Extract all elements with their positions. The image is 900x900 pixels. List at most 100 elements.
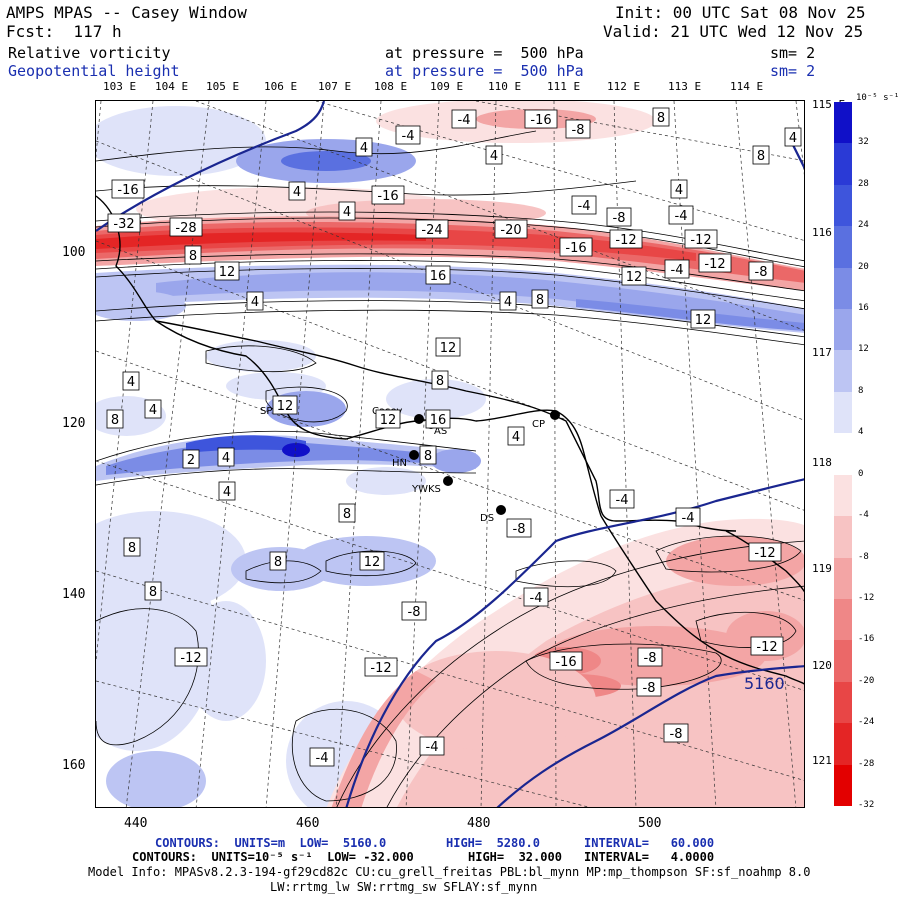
colorbar-swatch bbox=[834, 433, 852, 476]
colorbar-swatch bbox=[834, 350, 852, 393]
contour-label: -16 bbox=[555, 655, 576, 670]
y-tick-label: 100 bbox=[62, 245, 86, 260]
contour-label-box bbox=[338, 201, 356, 221]
contour-label-box bbox=[664, 259, 690, 279]
colorbar-label: -32 bbox=[858, 800, 875, 810]
contour-label: 4 bbox=[789, 131, 797, 146]
contour-label-box bbox=[415, 219, 449, 239]
field1-name: Relative vorticity bbox=[8, 44, 171, 62]
contour-label-box bbox=[401, 601, 427, 621]
colorbar-swatch bbox=[834, 681, 852, 724]
contour-label: -12 bbox=[180, 651, 201, 666]
colorbar-label: 12 bbox=[858, 344, 869, 355]
contour-label: 12 bbox=[440, 341, 457, 356]
colorbar-label: -24 bbox=[858, 717, 875, 728]
contour-label: 12 bbox=[626, 270, 643, 285]
footer-model-info-2: LW:rrtmg_lw SW:rrtmg_sw SFLAY:sf_mynn bbox=[270, 880, 538, 894]
contour-label-box bbox=[748, 261, 774, 281]
contour-label-box bbox=[652, 107, 670, 127]
colorbar-label: 20 bbox=[858, 261, 869, 272]
contour-label-box bbox=[359, 551, 385, 571]
contour-label: -12 bbox=[370, 661, 391, 676]
contour-label: 8 bbox=[436, 374, 444, 389]
contour-label: 8 bbox=[657, 111, 665, 126]
contour-label: 4 bbox=[222, 451, 230, 466]
footer-height-interval: INTERVAL= 60.000 bbox=[584, 836, 715, 850]
y-tick-label: 140 bbox=[62, 587, 86, 602]
contour-label: 12 bbox=[219, 265, 236, 280]
contour-label-box bbox=[637, 647, 663, 667]
x-tick-label: 480 bbox=[467, 816, 491, 831]
colorbar-swatch bbox=[834, 764, 852, 807]
station-label-cp: CP bbox=[532, 419, 545, 430]
colorbar-swatch bbox=[834, 516, 852, 559]
contour-label-box bbox=[609, 489, 635, 509]
contour-label-box bbox=[122, 371, 140, 391]
contour-label-box bbox=[571, 195, 597, 215]
colorbar-label: 32 bbox=[858, 137, 869, 148]
lon-label-top: 110 E bbox=[488, 80, 522, 93]
footer-model-info: Model Info: MPASv8.2.3-194-gf29cd82c CU:… bbox=[88, 865, 811, 879]
contour-label-box bbox=[523, 587, 549, 607]
contour-label-box bbox=[684, 229, 718, 249]
contour-label: 4 bbox=[512, 430, 520, 445]
footer-vort-interval: INTERVAL= 4.0000 bbox=[584, 850, 715, 864]
field2-level: at pressure = 500 hPa bbox=[385, 62, 584, 80]
contour-label-box bbox=[184, 245, 202, 265]
contour-label-box bbox=[364, 657, 398, 677]
contour-label: 12 bbox=[695, 313, 712, 328]
contour-label-box bbox=[272, 395, 298, 415]
contour-label: -28 bbox=[175, 221, 196, 236]
colorbar-swatch bbox=[834, 102, 852, 144]
lon-label-top: 112 E bbox=[607, 80, 641, 93]
colorbar-label: 0 bbox=[858, 468, 864, 479]
contour-label-box bbox=[494, 219, 528, 239]
lon-label-top: 104 E bbox=[155, 80, 189, 93]
colorbar-label: -12 bbox=[858, 592, 875, 603]
contour-label-box bbox=[784, 127, 802, 147]
contour-label-box bbox=[636, 677, 662, 697]
contour-label-box bbox=[371, 185, 405, 205]
x-tick-label: 460 bbox=[296, 816, 320, 831]
contour-label: -24 bbox=[421, 223, 442, 238]
contour-label: -12 bbox=[615, 233, 636, 248]
colorbar-label: 8 bbox=[858, 385, 864, 396]
colorbar-label: -16 bbox=[858, 634, 875, 645]
contour-label-box bbox=[419, 445, 437, 465]
map-svg: 5160 SP Casey AS HN YWKS DS CP -4-16-884… bbox=[96, 101, 804, 807]
contour-label-box bbox=[395, 125, 421, 145]
contour-label: 8 bbox=[111, 413, 119, 428]
contour-label-box bbox=[621, 266, 647, 286]
lon-label-top: 103 E bbox=[103, 80, 137, 93]
map-plot-area: 5160 SP Casey AS HN YWKS DS CP -4-16-884… bbox=[95, 100, 805, 808]
contour-label-box bbox=[451, 109, 477, 129]
contour-label: -8 bbox=[643, 681, 656, 696]
contour-label-box bbox=[218, 481, 236, 501]
contour-label-box bbox=[431, 370, 449, 390]
colorbar-swatch bbox=[834, 474, 852, 517]
contour-label: 2 bbox=[187, 453, 195, 468]
colorbar-swatch bbox=[834, 557, 852, 600]
contour-label: -4 bbox=[671, 263, 684, 278]
contour-label: 4 bbox=[223, 485, 231, 500]
lon-label-top: 108 E bbox=[374, 80, 408, 93]
contour-label: -16 bbox=[117, 183, 138, 198]
contour-label: -12 bbox=[690, 233, 711, 248]
colorbar-label: 4 bbox=[858, 427, 864, 438]
contour-label: -4 bbox=[426, 740, 439, 755]
contour-label: 12 bbox=[380, 413, 397, 428]
contour-label: 4 bbox=[251, 295, 259, 310]
colorbar-swatch bbox=[834, 309, 852, 351]
contour-label-box bbox=[531, 289, 549, 309]
contour-label: -16 bbox=[530, 113, 551, 128]
init-time: Init: 00 UTC Sat 08 Nov 25 bbox=[615, 3, 866, 22]
contour-label: -32 bbox=[113, 217, 134, 232]
contour-label: -8 bbox=[408, 605, 421, 620]
contour-label-box bbox=[670, 179, 688, 199]
lon-label-top: 111 E bbox=[547, 80, 581, 93]
geopotential-height-contours bbox=[96, 101, 804, 807]
contour-label-box bbox=[663, 723, 689, 743]
contour-label: -4 bbox=[530, 591, 543, 606]
contour-label-box bbox=[425, 265, 451, 285]
